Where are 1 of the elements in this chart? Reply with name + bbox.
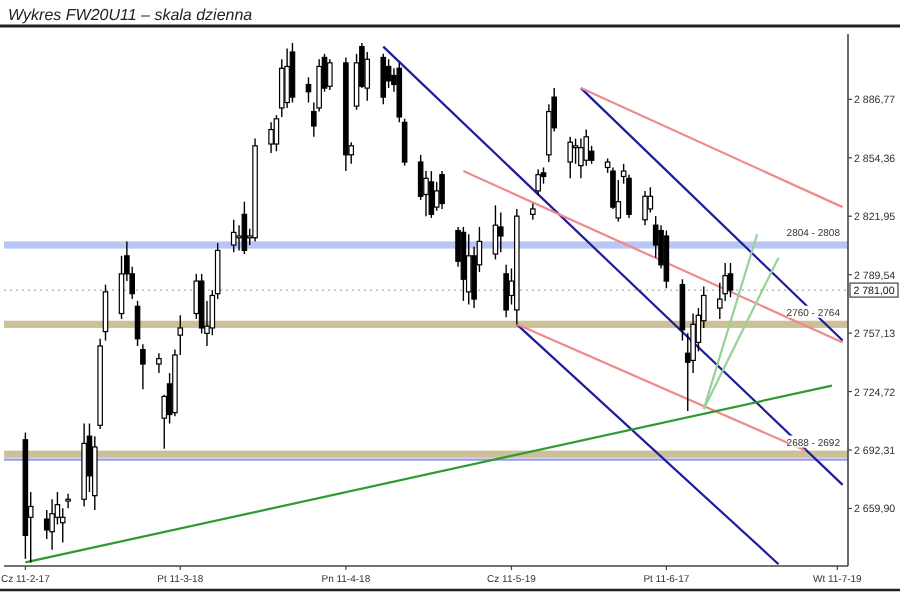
chart-title: Wykres FW20U11 – skala dzienna [8,6,254,24]
